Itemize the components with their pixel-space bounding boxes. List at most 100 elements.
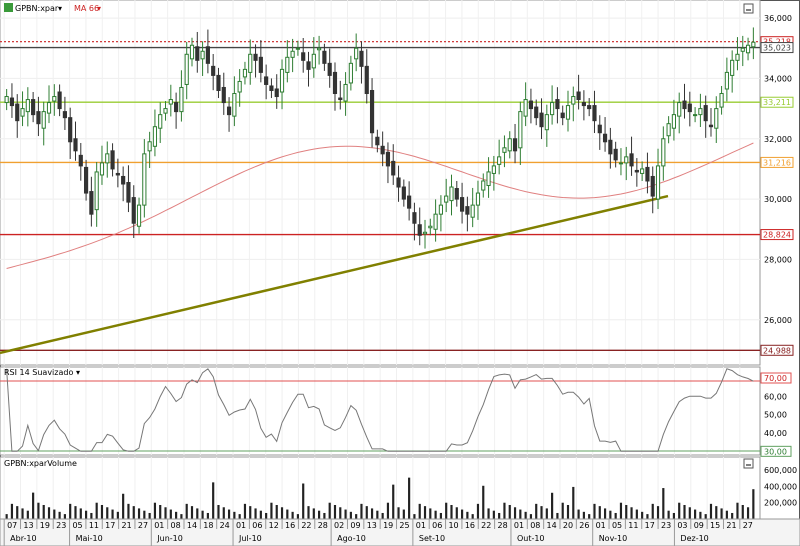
- volume-bar: [720, 508, 723, 519]
- volume-bar: [688, 507, 691, 519]
- volume-bar: [344, 509, 347, 519]
- volume-bar: [74, 506, 77, 519]
- rsi-panel[interactable]: 70,00 60,00 50,00 40,00 30,00 RSI 14 Suaviza…: [0, 366, 792, 457]
- volume-bar: [116, 511, 119, 519]
- day-label: 02: [334, 521, 344, 530]
- volume-bar: [551, 492, 554, 519]
- volume-bar: [243, 503, 247, 519]
- volume-bar: [122, 493, 125, 519]
- volume-bar: [694, 509, 697, 519]
- candle-body: [52, 96, 57, 102]
- candle-body: [634, 169, 639, 173]
- rsi-dropdown-icon[interactable]: ▾: [76, 368, 80, 377]
- rsi-tick-label: 40,00: [764, 429, 787, 438]
- candle-body: [401, 186, 406, 200]
- day-label: 06: [432, 521, 442, 530]
- candle-body: [285, 56, 290, 73]
- candle-body: [189, 44, 195, 60]
- volume-bar: [540, 506, 543, 519]
- rsi-title[interactable]: RSI 14 Suavizado: [4, 368, 73, 377]
- volume-bar: [212, 482, 215, 519]
- day-label: 23: [56, 521, 66, 530]
- volume-bar: [84, 510, 88, 519]
- volume-panel[interactable]: 600,000 400,000 200,000 GPBN:xparVolume: [0, 456, 797, 520]
- rsi-tick-label: 50,00: [764, 411, 787, 420]
- symbol-dropdown-icon[interactable]: ▾: [58, 4, 62, 13]
- candle-body: [730, 59, 735, 76]
- volume-bar: [79, 508, 82, 519]
- volume-bar: [148, 512, 151, 519]
- ma-dropdown-icon[interactable]: ▾: [97, 4, 101, 13]
- volume-bar: [678, 502, 681, 519]
- candle-body: [629, 153, 634, 167]
- minimize-icon: [743, 3, 754, 14]
- level-label-box: [760, 42, 794, 54]
- day-label: 06: [252, 521, 262, 530]
- volume-bar: [5, 514, 8, 519]
- volume-tick-label: 200,000: [764, 499, 797, 508]
- candle-body: [380, 145, 385, 155]
- candle-body: [31, 99, 36, 116]
- volume-bar: [249, 506, 252, 519]
- candle-body: [83, 166, 89, 194]
- month-labels: Abr-10 Mai-10 Jun-10 Jul-10 Ago-10 Set-10 Out-…: [3, 529, 709, 546]
- candle-body: [68, 117, 73, 143]
- candle-body: [624, 156, 629, 164]
- volume-bar: [127, 503, 130, 519]
- candle-body: [661, 138, 666, 167]
- day-label: 10: [448, 521, 458, 530]
- volume-bar: [487, 508, 490, 519]
- volume-bar: [222, 507, 225, 519]
- volume-bar: [286, 509, 289, 519]
- volume-bar: [471, 514, 474, 519]
- volume-bar: [614, 512, 617, 519]
- ma-indicator-label[interactable]: MA 66: [74, 4, 99, 13]
- candlesticks: [4, 27, 756, 249]
- symbol-label[interactable]: GPBN:xpar: [15, 4, 59, 13]
- day-label: 28: [498, 521, 508, 530]
- volume-bar: [577, 509, 580, 519]
- volume-minimize-button[interactable]: [743, 458, 754, 469]
- volume-bar: [641, 511, 644, 519]
- candle-body: [62, 111, 67, 119]
- rsi-axis: 70,00 60,00 50,00 40,00 30,00: [760, 372, 792, 457]
- candle-body: [25, 99, 30, 113]
- volume-bar: [619, 502, 623, 519]
- candle-body: [539, 112, 544, 128]
- day-label: 16: [285, 521, 295, 530]
- candle-body: [523, 99, 528, 117]
- candle-body: [348, 62, 353, 84]
- candle-body: [703, 105, 708, 122]
- price-tick-label: 36,000: [764, 14, 792, 23]
- candle-body: [544, 114, 549, 131]
- day-label: 22: [481, 521, 491, 530]
- volume-bar: [508, 504, 511, 519]
- volume-bar: [37, 502, 40, 519]
- volume-bar: [291, 511, 294, 519]
- volume-bar: [476, 503, 480, 519]
- price-tick-label: 32,000: [764, 135, 792, 144]
- candle-body: [20, 108, 25, 117]
- day-label: 22: [301, 521, 311, 530]
- trendline[interactable]: [0, 194, 669, 355]
- level-label-box: [760, 229, 794, 241]
- candle-body: [105, 153, 110, 164]
- day-label: 17: [645, 521, 655, 530]
- volume-title[interactable]: GPBN:xparVolume: [4, 459, 77, 468]
- rsi-tick-label: 70,00: [764, 374, 787, 383]
- candle-body: [465, 206, 470, 215]
- candle-body: [343, 83, 348, 102]
- volume-bar: [42, 504, 45, 519]
- volume-bar: [196, 508, 199, 519]
- price-panel[interactable]: 36,000 34,000 32,000 30,000 28,000 26,000 35,…: [0, 0, 794, 366]
- candle-body: [237, 80, 242, 93]
- candle-body: [528, 100, 534, 110]
- candle-body: [655, 165, 661, 200]
- volume-bar: [333, 504, 337, 519]
- volume-bar: [164, 507, 167, 519]
- candle-body: [581, 102, 586, 107]
- volume-bar: [704, 514, 707, 519]
- volume-bar: [275, 504, 278, 519]
- price-minimize-button[interactable]: [743, 3, 754, 14]
- volume-bar: [10, 503, 14, 519]
